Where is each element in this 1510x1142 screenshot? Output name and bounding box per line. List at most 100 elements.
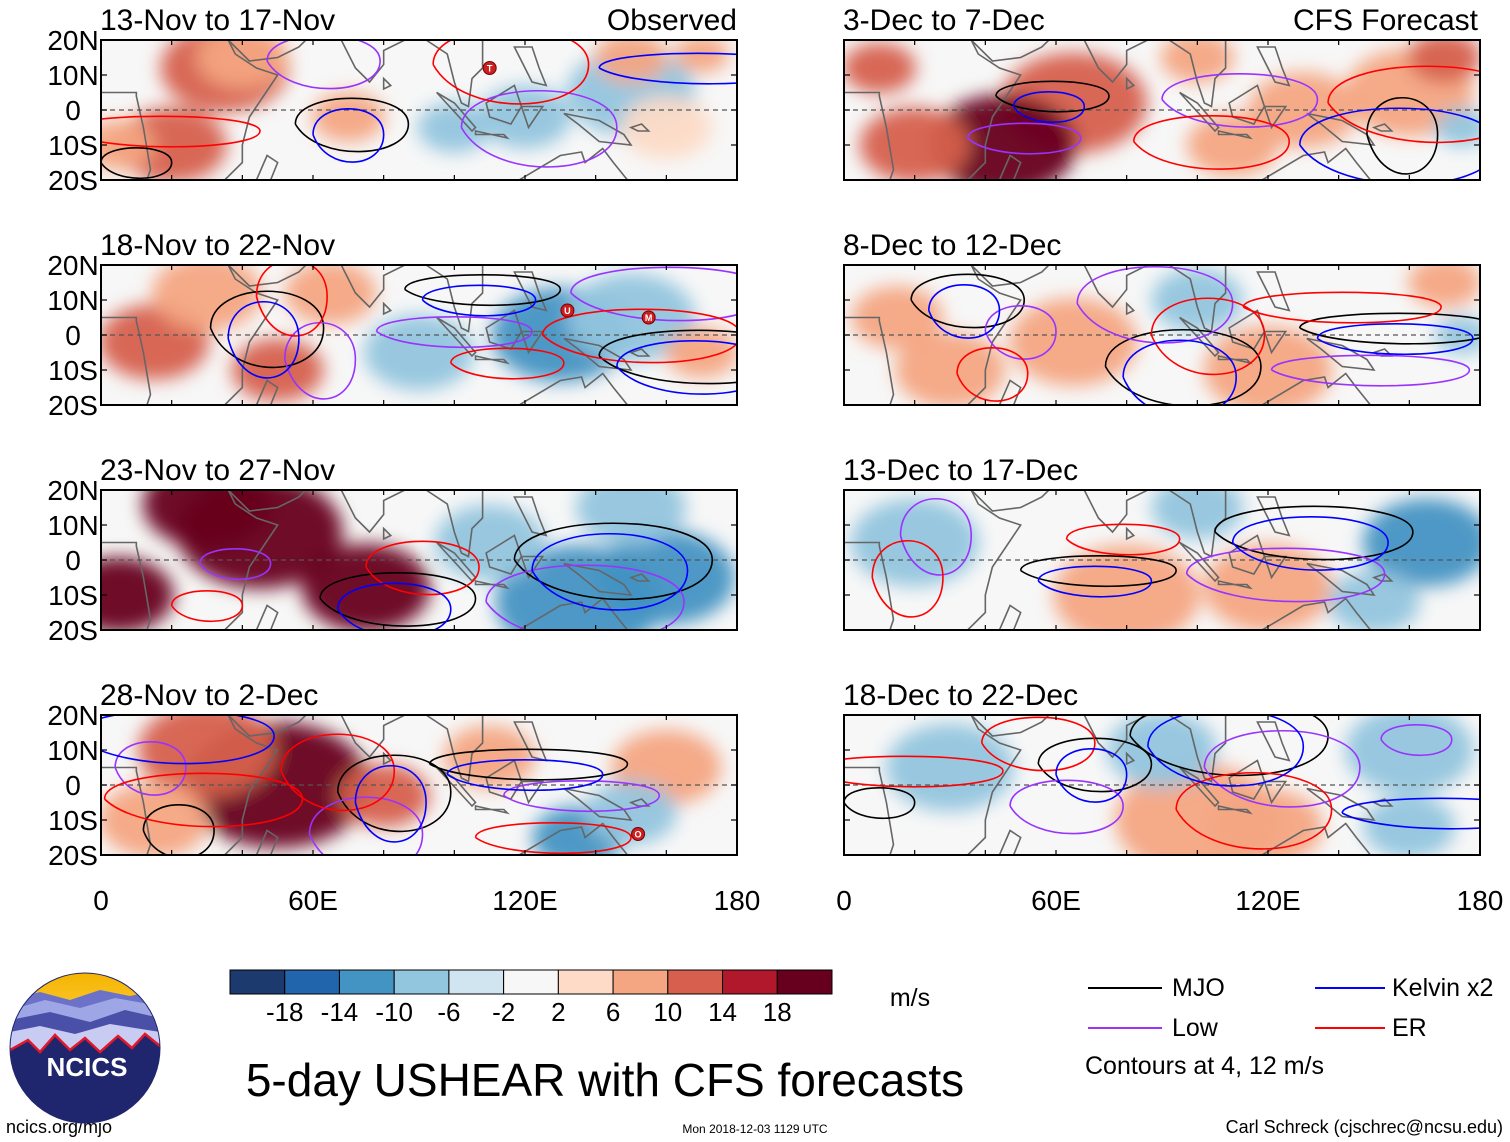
shear-anomaly-cell [664, 327, 737, 378]
contour-er [101, 115, 261, 148]
colorbar-tick-label: -10 [375, 997, 413, 1027]
coastline [1167, 490, 1227, 558]
contour-mjo [844, 787, 916, 820]
contour-kelvin [928, 283, 1001, 339]
lat-tick-label: 20S [48, 390, 98, 421]
shear-anomaly-cell [1160, 40, 1235, 83]
contour-er [541, 308, 737, 364]
contour-mjo [101, 147, 173, 180]
contour-low [375, 316, 533, 349]
coastline [520, 330, 545, 355]
coastline [998, 604, 1022, 630]
shear-anomaly-cell [597, 530, 736, 625]
contour-low [283, 322, 357, 400]
coastline [520, 555, 545, 580]
contour-mjo [513, 522, 714, 601]
contour-kelvin [1341, 797, 1480, 830]
coastline [1217, 805, 1253, 815]
shear-anomaly-cell [1434, 316, 1480, 354]
contour-er [432, 40, 590, 105]
coastline [1063, 40, 1149, 84]
shear-anomaly-cell [1151, 490, 1244, 539]
coastline [1179, 766, 1220, 808]
coastline [101, 265, 279, 405]
contour-note: Contours at 4, 12 m/s [1085, 1052, 1324, 1080]
coastline [513, 496, 548, 537]
contour-kelvin [446, 759, 604, 792]
colorbar-tick-label: -18 [266, 997, 304, 1027]
panel-title: 8-Dec to 12-Dec [843, 229, 1061, 262]
coastline [844, 490, 1022, 630]
shear-anomaly-cell [1362, 498, 1480, 587]
contour-kelvin [1316, 323, 1474, 356]
colorbar-swatch [667, 969, 724, 995]
shear-anomaly-cell [1363, 795, 1456, 855]
lat-tick-label: 0 [65, 320, 81, 351]
legend-label-mjo: MJO [1172, 974, 1225, 1002]
contour-er [956, 346, 1029, 402]
shear-anomaly-cell [575, 490, 687, 546]
panel-title: 28-Nov to 2-Dec [100, 679, 318, 712]
contour-kelvin [598, 52, 737, 85]
coastline [998, 154, 1022, 180]
contour-er [1150, 297, 1266, 376]
contour-er [280, 733, 396, 812]
coastline [1228, 534, 1266, 575]
coastline [227, 40, 308, 62]
contour-low [199, 548, 272, 581]
contour-er [981, 716, 1096, 772]
coastline [844, 40, 1022, 180]
shear-anomaly-cell [885, 723, 1015, 812]
contour-mjo [995, 80, 1110, 113]
panel-title: 18-Dec to 22-Dec [843, 679, 1078, 712]
coastline [513, 271, 548, 312]
contour-kelvin [1037, 565, 1153, 598]
coastline [1125, 301, 1136, 316]
contour-kelvin [1147, 715, 1305, 787]
contour-kelvin [336, 582, 452, 630]
contour-mjo [1019, 555, 1177, 588]
contour-low [1161, 73, 1319, 128]
shear-anomaly-cell [196, 40, 289, 89]
lat-tick-label: 10N [47, 735, 98, 766]
coastline [474, 130, 510, 140]
main-title: 5-day USHEAR with CFS forecasts [246, 1054, 964, 1106]
coastline [628, 798, 651, 807]
coastline [424, 715, 484, 783]
lon-tick-label: 60E [288, 885, 338, 916]
contour-low [1009, 779, 1124, 835]
coastline [1228, 759, 1266, 800]
coastline [1167, 265, 1227, 333]
coastline [255, 829, 279, 855]
contour-legend: MJO Kelvin x2 Low ER Contours at 4, 12 m… [1085, 974, 1493, 1080]
shear-anomaly-cell [594, 40, 668, 83]
colorbar-tick-label: 18 [763, 997, 792, 1027]
coastline [1256, 271, 1291, 312]
storm-label: T [487, 64, 493, 74]
contour-low [1076, 265, 1234, 344]
shear-anomaly-cell [1203, 543, 1333, 630]
contour-low [966, 122, 1082, 155]
lat-tick-label: 20N [47, 250, 98, 281]
shear-anomaly-cell [851, 286, 943, 349]
contour-mjo [209, 290, 325, 369]
contour-low [570, 266, 737, 322]
coastline [1263, 330, 1288, 355]
contour-kelvin [616, 340, 737, 395]
contour-mjo [404, 274, 562, 307]
lon-tick-label: 0 [836, 885, 852, 916]
coastline [485, 84, 523, 125]
contour-er [1242, 291, 1442, 324]
colorbar-swatch [776, 969, 833, 995]
colorbar-swatch [722, 969, 778, 995]
coastline [844, 715, 1022, 855]
panel-8: 18-Dec to 22-Dec [843, 679, 1481, 856]
coastline [1371, 573, 1394, 582]
coastline [1306, 112, 1376, 146]
coastline [1306, 562, 1376, 596]
lat-tick-label: 20N [47, 700, 98, 731]
coastline [101, 490, 279, 630]
colorbar-swatch [338, 969, 395, 995]
coastline [970, 265, 1051, 287]
coastline [1263, 105, 1288, 130]
